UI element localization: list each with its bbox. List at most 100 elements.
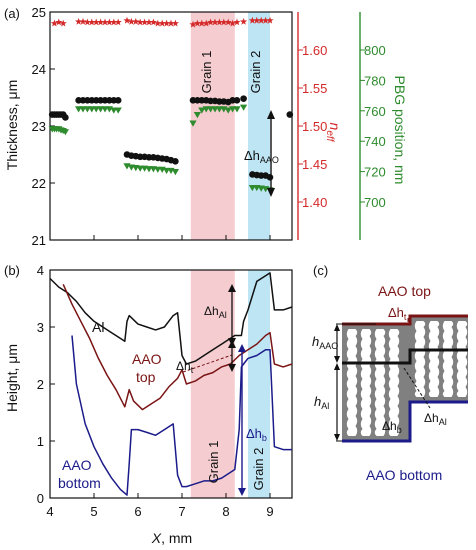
y-tick-label-a: 21 — [32, 233, 46, 248]
pbg-tick-label: 800 — [364, 43, 386, 58]
schematic-dhb-sub: b — [397, 425, 402, 435]
neff-point — [229, 19, 237, 27]
pbg-tick-label: 700 — [364, 195, 386, 210]
neff-point — [158, 19, 166, 27]
y-tick-label-b: 4 — [37, 263, 44, 278]
neff-tick-label: 1.40 — [302, 195, 327, 210]
aao-top-curve — [62, 283, 293, 411]
grain-bands-b — [190, 270, 270, 498]
grain-band-1 — [190, 270, 235, 498]
neff-point — [207, 18, 215, 26]
neff-point — [132, 17, 140, 25]
neff-point — [101, 18, 109, 26]
neff-point — [253, 16, 261, 24]
neff-point — [193, 19, 201, 27]
x-tick-label-b: 5 — [90, 504, 97, 519]
delta-h-t-annotation: Δht — [176, 340, 236, 375]
neff-main: n — [327, 123, 343, 131]
neff-point — [154, 19, 162, 27]
neff-point — [171, 19, 179, 27]
pbg-tick-label: 720 — [364, 165, 386, 180]
neff-point — [88, 18, 96, 26]
pbg-point — [61, 129, 69, 136]
delta-h-b-annotation: Δhb — [238, 344, 267, 496]
schematic-delta-h-al-label: ΔhAl — [424, 411, 447, 427]
aao-bottom-label-1: AAO — [62, 457, 92, 473]
schematic-h-al-label: hAl — [314, 394, 329, 411]
neff-tick-label: 1.60 — [302, 43, 327, 58]
neff-point — [97, 18, 105, 26]
y-tick-label-b: 1 — [37, 434, 44, 449]
pore — [360, 329, 372, 436]
y-tick-label-b: 3 — [37, 320, 44, 335]
schematic-dht-main: Δh — [388, 305, 404, 320]
pore — [456, 321, 468, 397]
aao-bottom-line — [342, 400, 468, 443]
thickness-point — [233, 97, 241, 104]
schematic-dht-sub: t — [404, 312, 407, 322]
neff-point — [167, 19, 175, 27]
neff-point — [127, 17, 135, 25]
aao-top-label-1: AAO — [132, 351, 162, 367]
pore — [346, 329, 358, 436]
pbg-tick-label: 740 — [364, 134, 386, 149]
neff-point — [83, 18, 91, 26]
arrow-head-up — [267, 110, 275, 119]
neff-point — [220, 18, 228, 26]
neff-point — [202, 19, 210, 27]
panel-b-label: (b) — [4, 263, 20, 278]
pbg-point — [193, 112, 201, 119]
grain1-label-b: Grain 1 — [206, 441, 221, 484]
schematic-delta-h-t-label: Δht — [388, 305, 407, 322]
thickness-point — [114, 97, 122, 104]
x-tick-label-b: 8 — [222, 504, 229, 519]
neff-tick-label: 1.55 — [302, 81, 327, 96]
axes-a: 21 22 23 24 25 1.40 1.45 1.50 1.55 1.60 700 720 740 7… — [32, 5, 386, 248]
delta-h-t-main: Δh — [176, 359, 191, 373]
axes-b: 0 1 2 3 4 4 5 6 7 8 9 — [37, 263, 293, 519]
x-tick-label-b: 6 — [134, 504, 141, 519]
neff-point — [123, 16, 131, 24]
delta-h-al-main: Δh — [204, 304, 219, 318]
aao-bottom-curve — [71, 335, 292, 496]
grain2-label-b: Grain 2 — [251, 448, 266, 491]
thickness-point — [266, 174, 274, 181]
pbg-point — [171, 169, 179, 176]
delta-h-b-main: Δh — [246, 426, 262, 441]
grain-bands-a — [190, 12, 270, 240]
pore — [374, 329, 386, 436]
arrow-head-down — [267, 188, 275, 197]
neff-point — [215, 18, 223, 26]
neff-point — [163, 19, 171, 27]
delta-h-al-sub: Al — [219, 310, 227, 320]
neff-point — [110, 18, 118, 26]
y-tick-label-b: 2 — [37, 377, 44, 392]
neff-point — [59, 19, 67, 27]
neff-point — [262, 16, 270, 24]
y-axis-label-height: Height, μm — [4, 344, 20, 412]
data-lines-b — [49, 272, 293, 496]
neff-point — [75, 17, 83, 25]
x-axis-label-unit: , mm — [161, 530, 192, 546]
neff-point — [233, 18, 241, 26]
neff-point — [224, 18, 232, 26]
thickness-point — [172, 158, 179, 165]
delta-h-aao-main: Δh — [244, 148, 260, 163]
pbg-point — [189, 120, 197, 127]
schematic-aao-bottom-label: AAO bottom — [366, 467, 442, 483]
pbg-point — [233, 106, 241, 113]
grain-band-1 — [190, 12, 235, 240]
neff-tick-label: 1.45 — [302, 157, 327, 172]
x-axis-label: X, mm — [151, 530, 192, 546]
delta-h-aao-annotation: ΔhAAO — [244, 110, 279, 197]
h-al-sub: Al — [321, 401, 329, 411]
neff-point — [257, 16, 265, 24]
schematic-dhal-sub: Al — [439, 417, 447, 427]
thickness-point — [62, 114, 69, 121]
pore — [414, 321, 426, 397]
neff-point — [266, 16, 274, 24]
al-curve — [49, 272, 293, 365]
neff-sub: eff — [324, 130, 335, 142]
panel-c-label: (c) — [313, 263, 328, 278]
